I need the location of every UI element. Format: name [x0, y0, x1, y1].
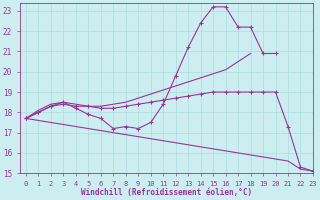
X-axis label: Windchill (Refroidissement éolien,°C): Windchill (Refroidissement éolien,°C) [81, 188, 252, 197]
